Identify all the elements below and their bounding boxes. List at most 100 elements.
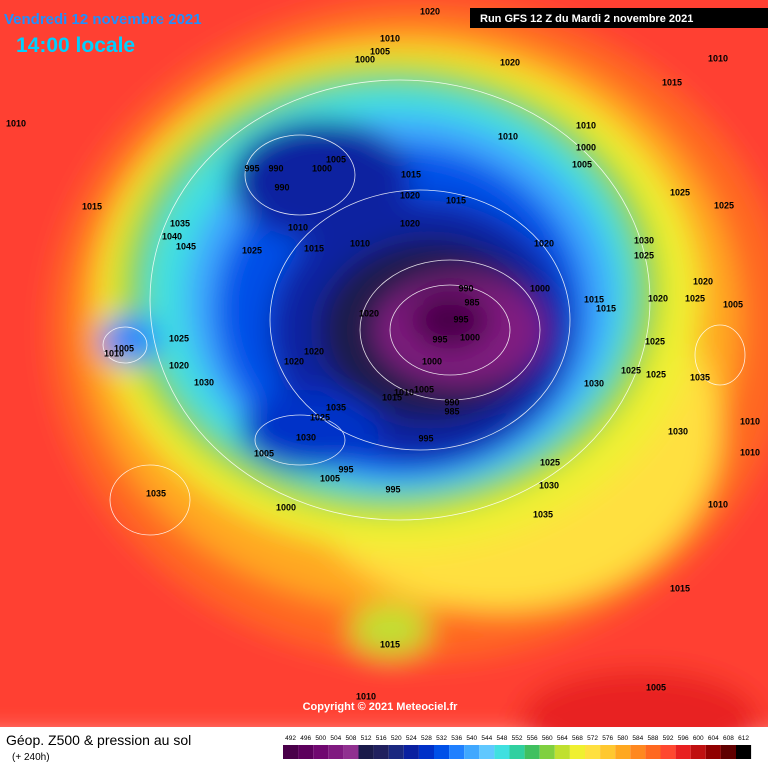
legend-swatch (660, 745, 676, 759)
pressure-label: 1030 (584, 378, 604, 388)
isobars (102, 79, 746, 536)
legend-label: 492 (285, 735, 296, 742)
pressure-label: 1000 (276, 502, 296, 512)
pressure-label: 990 (274, 182, 289, 192)
pressure-label: 1010 (288, 222, 308, 232)
pressure-label: 1010 (394, 387, 414, 397)
legend-swatch (449, 745, 465, 759)
legend-label: 532 (436, 735, 447, 742)
pressure-label: 1025 (646, 369, 666, 379)
pressure-label: 1015 (401, 169, 421, 179)
legend-swatch (585, 745, 601, 759)
pressure-label: 990 (444, 397, 459, 407)
legend-swatch (569, 745, 585, 759)
pressure-label: 1030 (194, 377, 214, 387)
pressure-label: 1025 (685, 293, 705, 303)
pressure-label: 1000 (355, 54, 375, 64)
pressure-label: 1015 (596, 303, 616, 313)
pressure-label: 1020 (359, 308, 379, 318)
pressure-label: 1020 (169, 360, 189, 370)
legend-swatch (690, 745, 706, 759)
legend-label: 564 (557, 735, 568, 742)
pressure-label: 1020 (693, 276, 713, 286)
legend-swatch (479, 745, 495, 759)
pressure-label: 1010 (380, 33, 400, 43)
date: Vendredi 12 novembre 2021 (4, 11, 202, 28)
pressure-label: 1025 (621, 365, 641, 375)
pressure-label: 1020 (500, 57, 520, 67)
legend-label: 580 (617, 735, 628, 742)
legend-label: 572 (587, 735, 598, 742)
pressure-label: 1020 (304, 346, 324, 356)
pressure-label: 995 (453, 314, 468, 324)
pressure-label: 995 (244, 163, 259, 173)
legend-swatch (720, 745, 736, 759)
pressure-label: 1010 (350, 238, 370, 248)
time: 14:00 locale (16, 34, 135, 57)
pressure-label: 1025 (670, 187, 690, 197)
legend-swatch (298, 745, 314, 759)
legend-label: 524 (406, 735, 417, 742)
legend-swatch (403, 745, 419, 759)
pressure-label: 1005 (254, 448, 274, 458)
pressure-label: 1005 (326, 154, 346, 164)
pressure-label: 1020 (400, 190, 420, 200)
pressure-label: 1005 (646, 682, 666, 692)
pressure-label: 1020 (400, 218, 420, 228)
pressure-label: 1005 (723, 299, 743, 309)
pressure-label: 1005 (370, 46, 390, 56)
legend-swatch (705, 745, 721, 759)
pressure-label: 995 (432, 334, 447, 344)
legend-label: 536 (451, 735, 462, 742)
pressure-label: 1015 (82, 201, 102, 211)
footer-lead: (+ 240h) (12, 752, 50, 763)
pressure-label: 1030 (539, 480, 559, 490)
legend-label: 544 (481, 735, 492, 742)
pressure-label: 1015 (670, 583, 690, 593)
legend-label: 500 (315, 735, 326, 742)
pressure-label: 1025 (540, 457, 560, 467)
pressure-label: 1010 (498, 131, 518, 141)
pressure-label: 1035 (690, 372, 710, 382)
legend-label: 568 (572, 735, 583, 742)
legend-label: 576 (602, 735, 613, 742)
legend-swatch (313, 745, 329, 759)
pressure-label: 1025 (714, 200, 734, 210)
legend-label: 612 (738, 735, 749, 742)
legend-label: 496 (300, 735, 311, 742)
legend-label: 508 (346, 735, 357, 742)
pressure-label: 1000 (312, 163, 332, 173)
pressure-label: 1035 (170, 218, 190, 228)
legend-swatch (464, 745, 480, 759)
legend-swatch (600, 745, 616, 759)
legend-label: 556 (527, 735, 538, 742)
pressure-label: 1030 (296, 432, 316, 442)
legend-label: 528 (421, 735, 432, 742)
legend-swatch (343, 745, 359, 759)
legend: 492 496 500 504 508 512 516 520 524 528 532 536 540 5… (283, 735, 752, 759)
pressure-label: 1015 (662, 77, 682, 87)
pressure-label: 985 (464, 297, 479, 307)
run-box (470, 8, 768, 28)
pressure-label: 1025 (645, 336, 665, 346)
legend-swatch (736, 745, 752, 759)
footer-title: Géop. Z500 & pression au sol (6, 732, 191, 748)
legend-swatch (509, 745, 525, 759)
pressure-label: 1015 (380, 639, 400, 649)
pressure-label: 1020 (284, 356, 304, 366)
legend-swatch (554, 745, 570, 759)
pressure-label: 1000 (530, 283, 550, 293)
legend-swatch (615, 745, 631, 759)
pressure-label: 1000 (460, 332, 480, 342)
legend-label: 512 (361, 735, 372, 742)
pressure-label: 1045 (176, 241, 196, 251)
pressure-label: 1010 (104, 348, 124, 358)
pressure-label: 1010 (708, 499, 728, 509)
legend-label: 596 (678, 735, 689, 742)
legend-label: 600 (693, 735, 704, 742)
pressure-label: 1010 (740, 416, 760, 426)
legend-swatch (494, 745, 510, 759)
